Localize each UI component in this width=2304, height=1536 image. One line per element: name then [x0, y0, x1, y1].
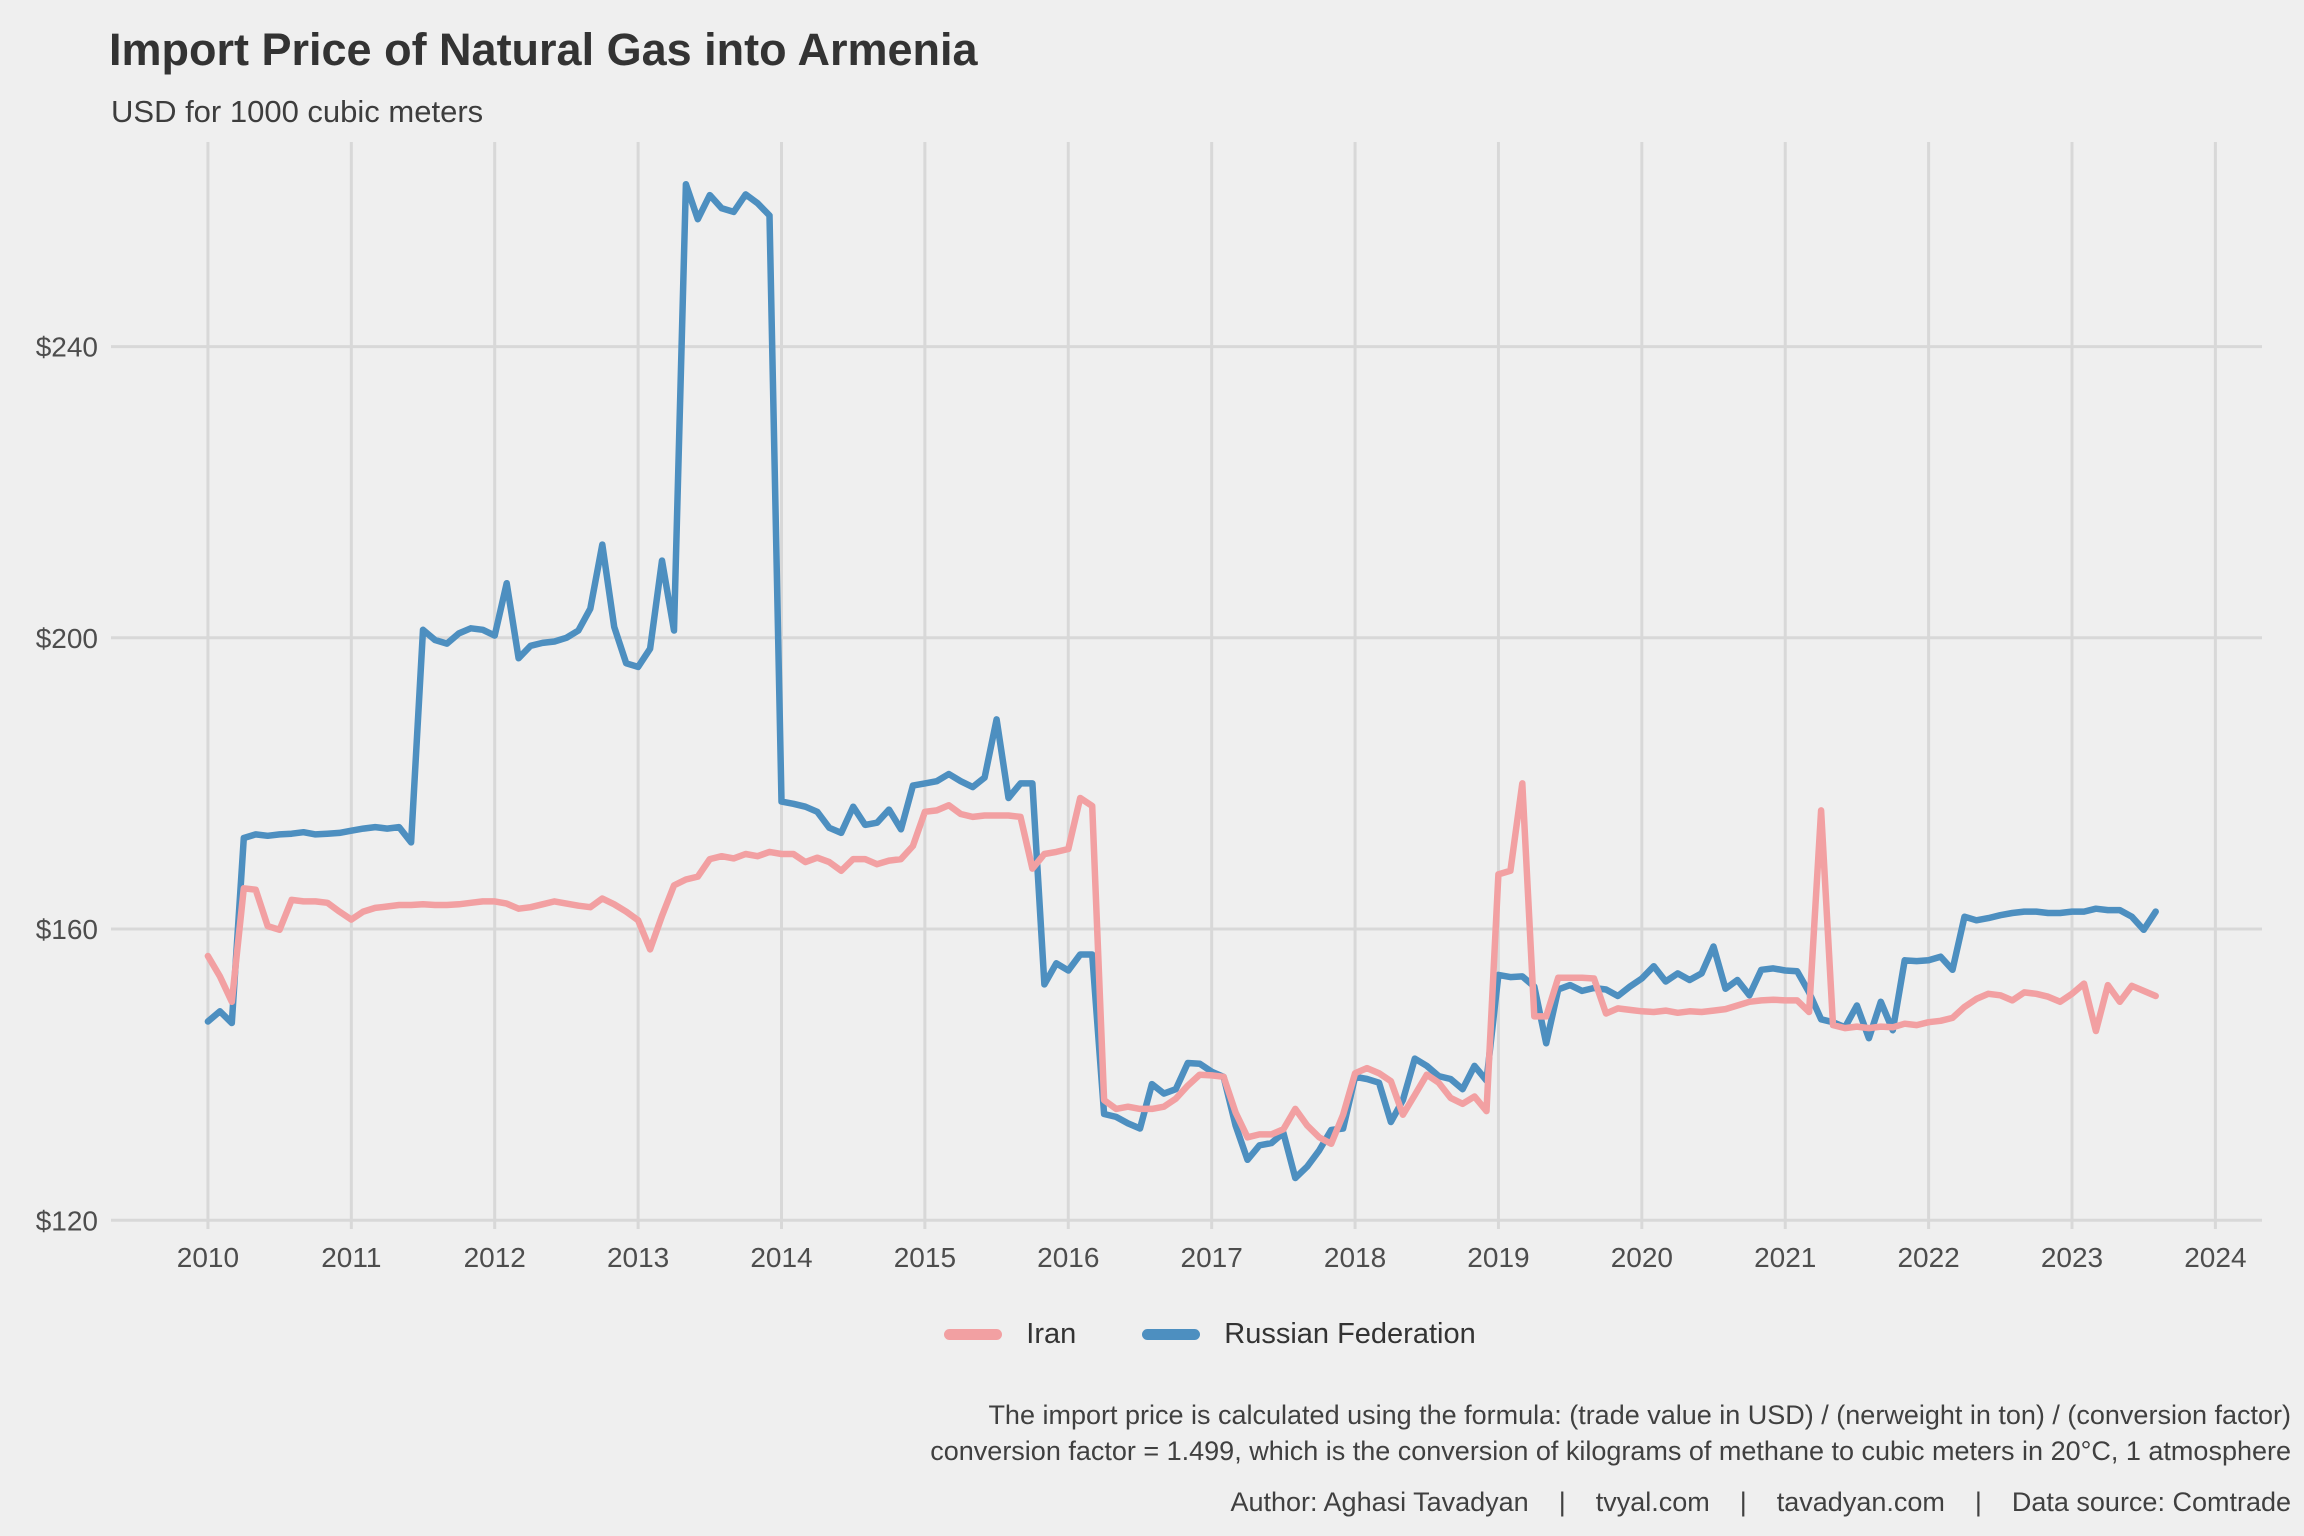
legend: Iran Russian Federation	[58, 1318, 2304, 1351]
caption-line-2: conversion factor = 1.499, which is the …	[930, 1435, 2291, 1466]
y-axis-tick-label: $240	[36, 332, 98, 363]
legend-label-russian-federation: Russian Federation	[1224, 1318, 1476, 1350]
x-axis-tick-label: 2023	[2041, 1242, 2103, 1273]
x-axis-tick-label: 2019	[1467, 1242, 1529, 1273]
x-axis-tick-label: 2017	[1181, 1242, 1243, 1273]
y-axis-tick-label: $200	[36, 623, 98, 654]
x-axis-tick-label: 2010	[177, 1242, 239, 1273]
legend-item-russian-federation: Russian Federation	[1142, 1318, 1476, 1351]
x-axis-tick-label: 2012	[464, 1242, 526, 1273]
chart-subtitle: USD for 1000 cubic meters	[111, 94, 484, 129]
site-tavadyan: tavadyan.com	[1776, 1487, 1945, 1517]
y-axis-tick-label: $160	[36, 914, 98, 945]
site-tvyal: tvyal.com	[1595, 1487, 1710, 1517]
legend-label-iran: Iran	[1026, 1318, 1077, 1350]
x-axis-tick-label: 2016	[1037, 1242, 1099, 1273]
x-axis-tick-label: 2013	[607, 1242, 669, 1273]
iran-line-swatch	[944, 1329, 1003, 1340]
pipe-separator: |	[1558, 1487, 1566, 1517]
pipe-separator: |	[1974, 1487, 1982, 1517]
x-axis-tick-label: 2011	[321, 1242, 381, 1273]
x-axis-tick-label: 2014	[750, 1242, 812, 1273]
caption: The import price is calculated using the…	[930, 1398, 2291, 1469]
pipe-separator: |	[1739, 1487, 1747, 1517]
russian-federation-line-swatch	[1142, 1329, 1201, 1340]
credits: Author: Aghasi Tavadyan | tvyal.com | tavady…	[1230, 1487, 2291, 1518]
y-axis-tick-label: $120	[36, 1205, 98, 1236]
x-axis-tick-label: 2018	[1324, 1242, 1386, 1273]
x-axis-tick-label: 2015	[894, 1242, 956, 1273]
caption-line-1: The import price is calculated using the…	[988, 1400, 2291, 1430]
data-source-label: Data source: Comtrade	[2011, 1487, 2291, 1517]
author-label: Author: Aghasi Tavadyan	[1230, 1487, 1529, 1517]
series-line-iran	[204, 780, 2159, 1148]
x-axis-tick-label: 2020	[1611, 1242, 1673, 1273]
x-axis-tick-label: 2022	[1897, 1242, 1959, 1273]
legend-item-iran: Iran	[944, 1318, 1076, 1351]
x-axis-tick-label: 2021	[1754, 1242, 1816, 1273]
x-axis-tick-label: 2024	[2184, 1242, 2246, 1273]
page-title: Import Price of Natural Gas into Armenia	[109, 24, 978, 75]
